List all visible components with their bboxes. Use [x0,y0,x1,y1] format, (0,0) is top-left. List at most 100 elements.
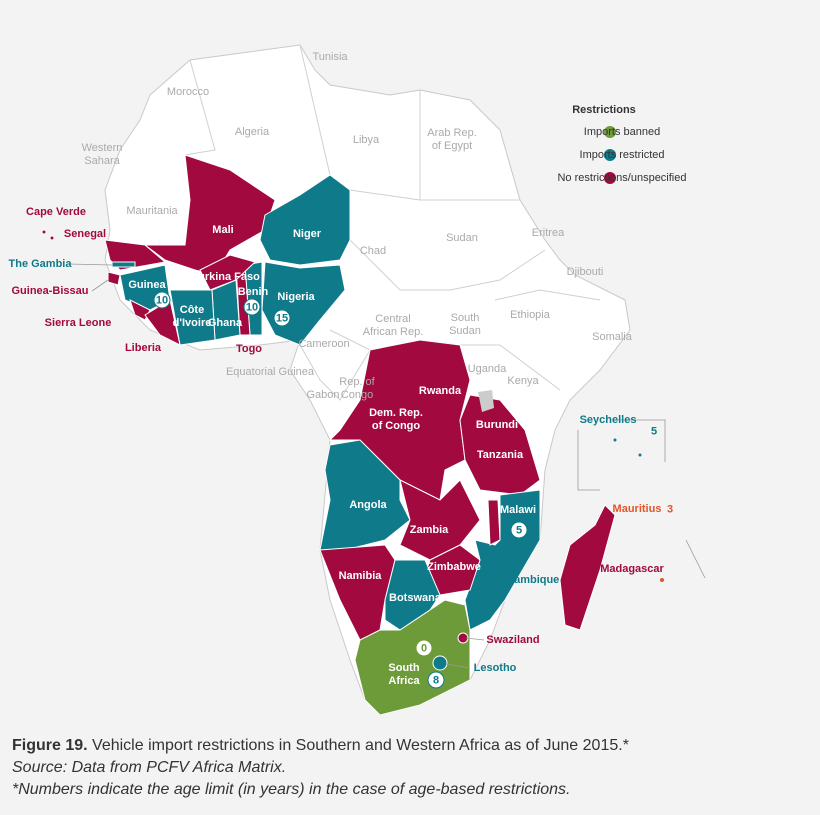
country-label: Lesotho [474,662,517,674]
region [319,439,411,551]
line [615,419,666,462]
region [199,254,256,291]
line [685,539,706,579]
country-label: Mauritania [126,205,178,217]
country-label: Uganda [468,363,507,375]
legend-label: No restrictions/unspecified [557,172,686,184]
line [577,430,600,491]
country-label: Sudan [446,232,478,244]
country-label: Congo [341,389,373,401]
country-label: Seychelles [580,414,637,426]
badge-circle [243,298,261,316]
country-label: Niger [293,228,322,240]
country-label: Equatorial Guinea [226,366,315,378]
age-limit: 10 [246,301,258,313]
region [211,279,241,341]
country-label: Nigeria [277,291,315,303]
country-label: Gabon [306,389,339,401]
country-label: Cape Verde [26,206,86,218]
caption: Figure 19. Vehicle import restrictions i… [12,735,629,801]
country-label: of Congo [372,420,421,432]
age-limit: 0 [421,642,427,654]
note: *Numbers indicate the age limit (in year… [12,781,571,798]
age-limit: 5 [516,524,522,536]
map: Tunisia Morocco Algeria Libya Arab Rep.of Eg… [9,44,706,716]
country-label: Burkina Faso [190,271,260,283]
country-label: Swaziland [486,634,539,646]
line [184,59,216,156]
country-label: Guinea [128,279,166,291]
country-label: South [451,312,480,324]
age-badges: 10 10 15 5 0 8 5 3 [153,291,673,689]
region [259,174,351,266]
country-label: Kenya [507,375,539,387]
country-label: Sudan [449,325,481,337]
country-label: Guinea-Bissau [11,285,88,297]
legend-label: Imports banned [584,126,660,138]
country-label: Central [375,313,410,325]
country-label: South [388,662,419,674]
region [111,261,136,268]
country-label: Sierra Leone [45,317,112,329]
country-label: Zambia [410,524,449,536]
country-label: Ghana [208,317,243,329]
age-limit: 8 [433,674,439,686]
country-label: Morocco [167,86,209,98]
region [319,544,396,641]
country-label: d'Ivoire [173,317,212,329]
legend-swatch [604,126,616,138]
line [299,44,331,176]
country-label: African Rep. [363,326,424,338]
country-label: Algeria [235,126,270,138]
region [660,578,664,582]
region [638,453,642,457]
country-label: Western [82,142,123,154]
country-label: Djibouti [567,266,604,278]
country-label: Rwanda [419,385,462,397]
country-label: Eritrea [532,227,565,239]
countries [41,154,664,716]
country-label: Côte [180,304,204,316]
legend-title: Restrictions [572,104,636,116]
region [399,479,481,561]
line [91,279,109,292]
country-label: Arab Rep. [427,127,477,139]
leader-lines [67,263,706,669]
legend-label: Imports restricted [580,149,665,161]
country-label: Tunisia [312,51,348,63]
line [299,344,371,401]
badge-circle [510,521,528,539]
country-label: Chad [360,245,386,257]
line [67,263,113,266]
country-label: Togo [236,343,262,355]
country-label: The Gambia [9,258,73,270]
badge-circle [273,309,291,327]
region [559,504,616,631]
line [445,663,471,669]
age-limit: 10 [156,294,168,306]
badge-circle [427,671,445,689]
country-label: Sahara [84,155,120,167]
region [169,289,216,346]
country-label: Mozambique [493,574,560,586]
legend: Restrictions Imports banned Imports restri… [557,104,687,184]
badge-circle [153,291,171,309]
region [107,271,121,286]
source: Source: Data from PCFV Africa Matrix. [12,759,287,776]
country-label: Cameroon [298,338,349,350]
country-label: Namibia [339,570,383,582]
region [478,390,494,412]
legend-swatch [604,172,616,184]
age-limit: 15 [276,312,288,324]
country-label: Botswana [389,592,442,604]
country-label: of Egypt [432,140,472,152]
country-label: Senegal [64,228,106,240]
country-label: Mali [212,224,233,236]
country-label: Tanzania [477,449,524,461]
region [49,235,55,241]
age-limit: 5 [651,425,657,437]
line [494,289,601,301]
line [349,239,546,291]
figure-text: Vehicle import restrictions in Southern … [92,737,629,754]
